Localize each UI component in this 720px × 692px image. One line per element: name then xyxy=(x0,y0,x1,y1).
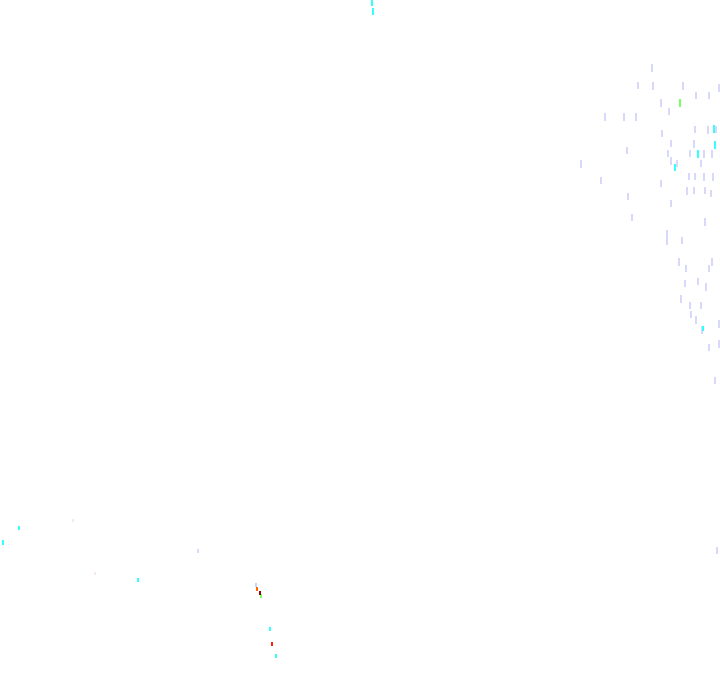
pixel-mark xyxy=(666,230,668,237)
pixel-mark xyxy=(269,627,271,631)
pixel-mark xyxy=(711,258,713,266)
pixel-mark xyxy=(708,265,710,272)
pixel-mark xyxy=(275,654,277,658)
pixel-mark xyxy=(682,82,684,90)
pixel-mark xyxy=(681,237,683,244)
pixel-mark xyxy=(72,519,74,522)
pixel-mark xyxy=(714,141,716,149)
pixel-mark xyxy=(604,113,606,121)
pixel-mark xyxy=(688,173,690,180)
pixel-mark xyxy=(707,126,709,134)
pixel-mark xyxy=(623,113,625,121)
pixel-mark xyxy=(626,147,628,154)
pixel-mark xyxy=(661,130,663,137)
pixel-mark xyxy=(580,160,582,168)
pixel-mark xyxy=(708,344,710,351)
pixel-mark xyxy=(670,200,672,207)
pixel-mark xyxy=(695,92,697,99)
pixel-mark xyxy=(718,340,720,348)
pixel-mark xyxy=(710,190,712,197)
pixel-mark xyxy=(667,150,669,157)
pixel-mark xyxy=(711,150,713,158)
pixel-mark xyxy=(713,125,715,133)
pixel-mark xyxy=(715,126,717,133)
pixel-mark xyxy=(631,214,633,221)
pixel-mark xyxy=(700,302,702,309)
pixel-mark xyxy=(694,173,696,180)
pixel-mark xyxy=(651,64,653,72)
pixel-mark xyxy=(637,82,639,89)
pixel-mark xyxy=(668,108,670,115)
pixel-mark xyxy=(703,173,705,181)
pixel-mark xyxy=(670,157,672,165)
pixel-mark xyxy=(712,173,714,181)
pixel-mark xyxy=(18,526,20,530)
pixel-mark xyxy=(678,258,680,266)
pixel-mark xyxy=(690,311,692,318)
pixel-mark xyxy=(2,540,4,545)
pixel-mark xyxy=(704,218,706,226)
pixel-mark xyxy=(259,591,261,595)
pixel-mark xyxy=(674,164,676,171)
pixel-mark xyxy=(693,187,695,194)
pixel-mark xyxy=(702,326,704,331)
pixel-mark xyxy=(600,177,602,184)
pixel-mark xyxy=(695,316,697,324)
pixel-mark xyxy=(676,160,678,167)
pixel-mark xyxy=(660,99,662,107)
pixel-mark xyxy=(718,84,720,92)
pixel-mark xyxy=(697,278,699,285)
pixel-mark xyxy=(714,377,716,384)
pixel-mark xyxy=(137,578,139,582)
pixel-mark xyxy=(260,594,262,598)
pixel-mark xyxy=(694,126,696,133)
pixel-mark xyxy=(718,320,720,328)
pixel-mark xyxy=(94,572,96,575)
pixel-mark xyxy=(684,280,686,287)
pixel-mark xyxy=(703,150,705,158)
pixel-mark xyxy=(689,150,691,157)
pixel-mark xyxy=(705,283,707,291)
pixel-mark xyxy=(680,295,682,303)
pixel-mark xyxy=(371,0,373,6)
pixel-mark xyxy=(704,187,706,194)
pixel-mark xyxy=(697,150,699,158)
pixel-mark xyxy=(679,99,681,107)
pixel-mark xyxy=(686,187,688,195)
pixel-mark xyxy=(652,82,654,90)
pixel-mark xyxy=(372,8,374,15)
pixel-mark xyxy=(255,583,257,587)
pixel-mark xyxy=(256,587,258,591)
pixel-mark xyxy=(689,302,691,309)
pixel-mark xyxy=(716,547,718,554)
pixel-mark xyxy=(660,180,662,187)
pixel-mark xyxy=(693,140,695,148)
pixel-mark xyxy=(666,237,668,245)
pixel-mark xyxy=(627,193,629,200)
pixel-mark xyxy=(271,642,273,646)
pixel-mark xyxy=(635,113,637,121)
pixel-mark xyxy=(197,549,199,553)
pixel-mark xyxy=(685,265,687,272)
pixel-mark xyxy=(670,140,672,147)
pixel-mark xyxy=(700,160,702,167)
pixel-mark xyxy=(708,92,710,99)
